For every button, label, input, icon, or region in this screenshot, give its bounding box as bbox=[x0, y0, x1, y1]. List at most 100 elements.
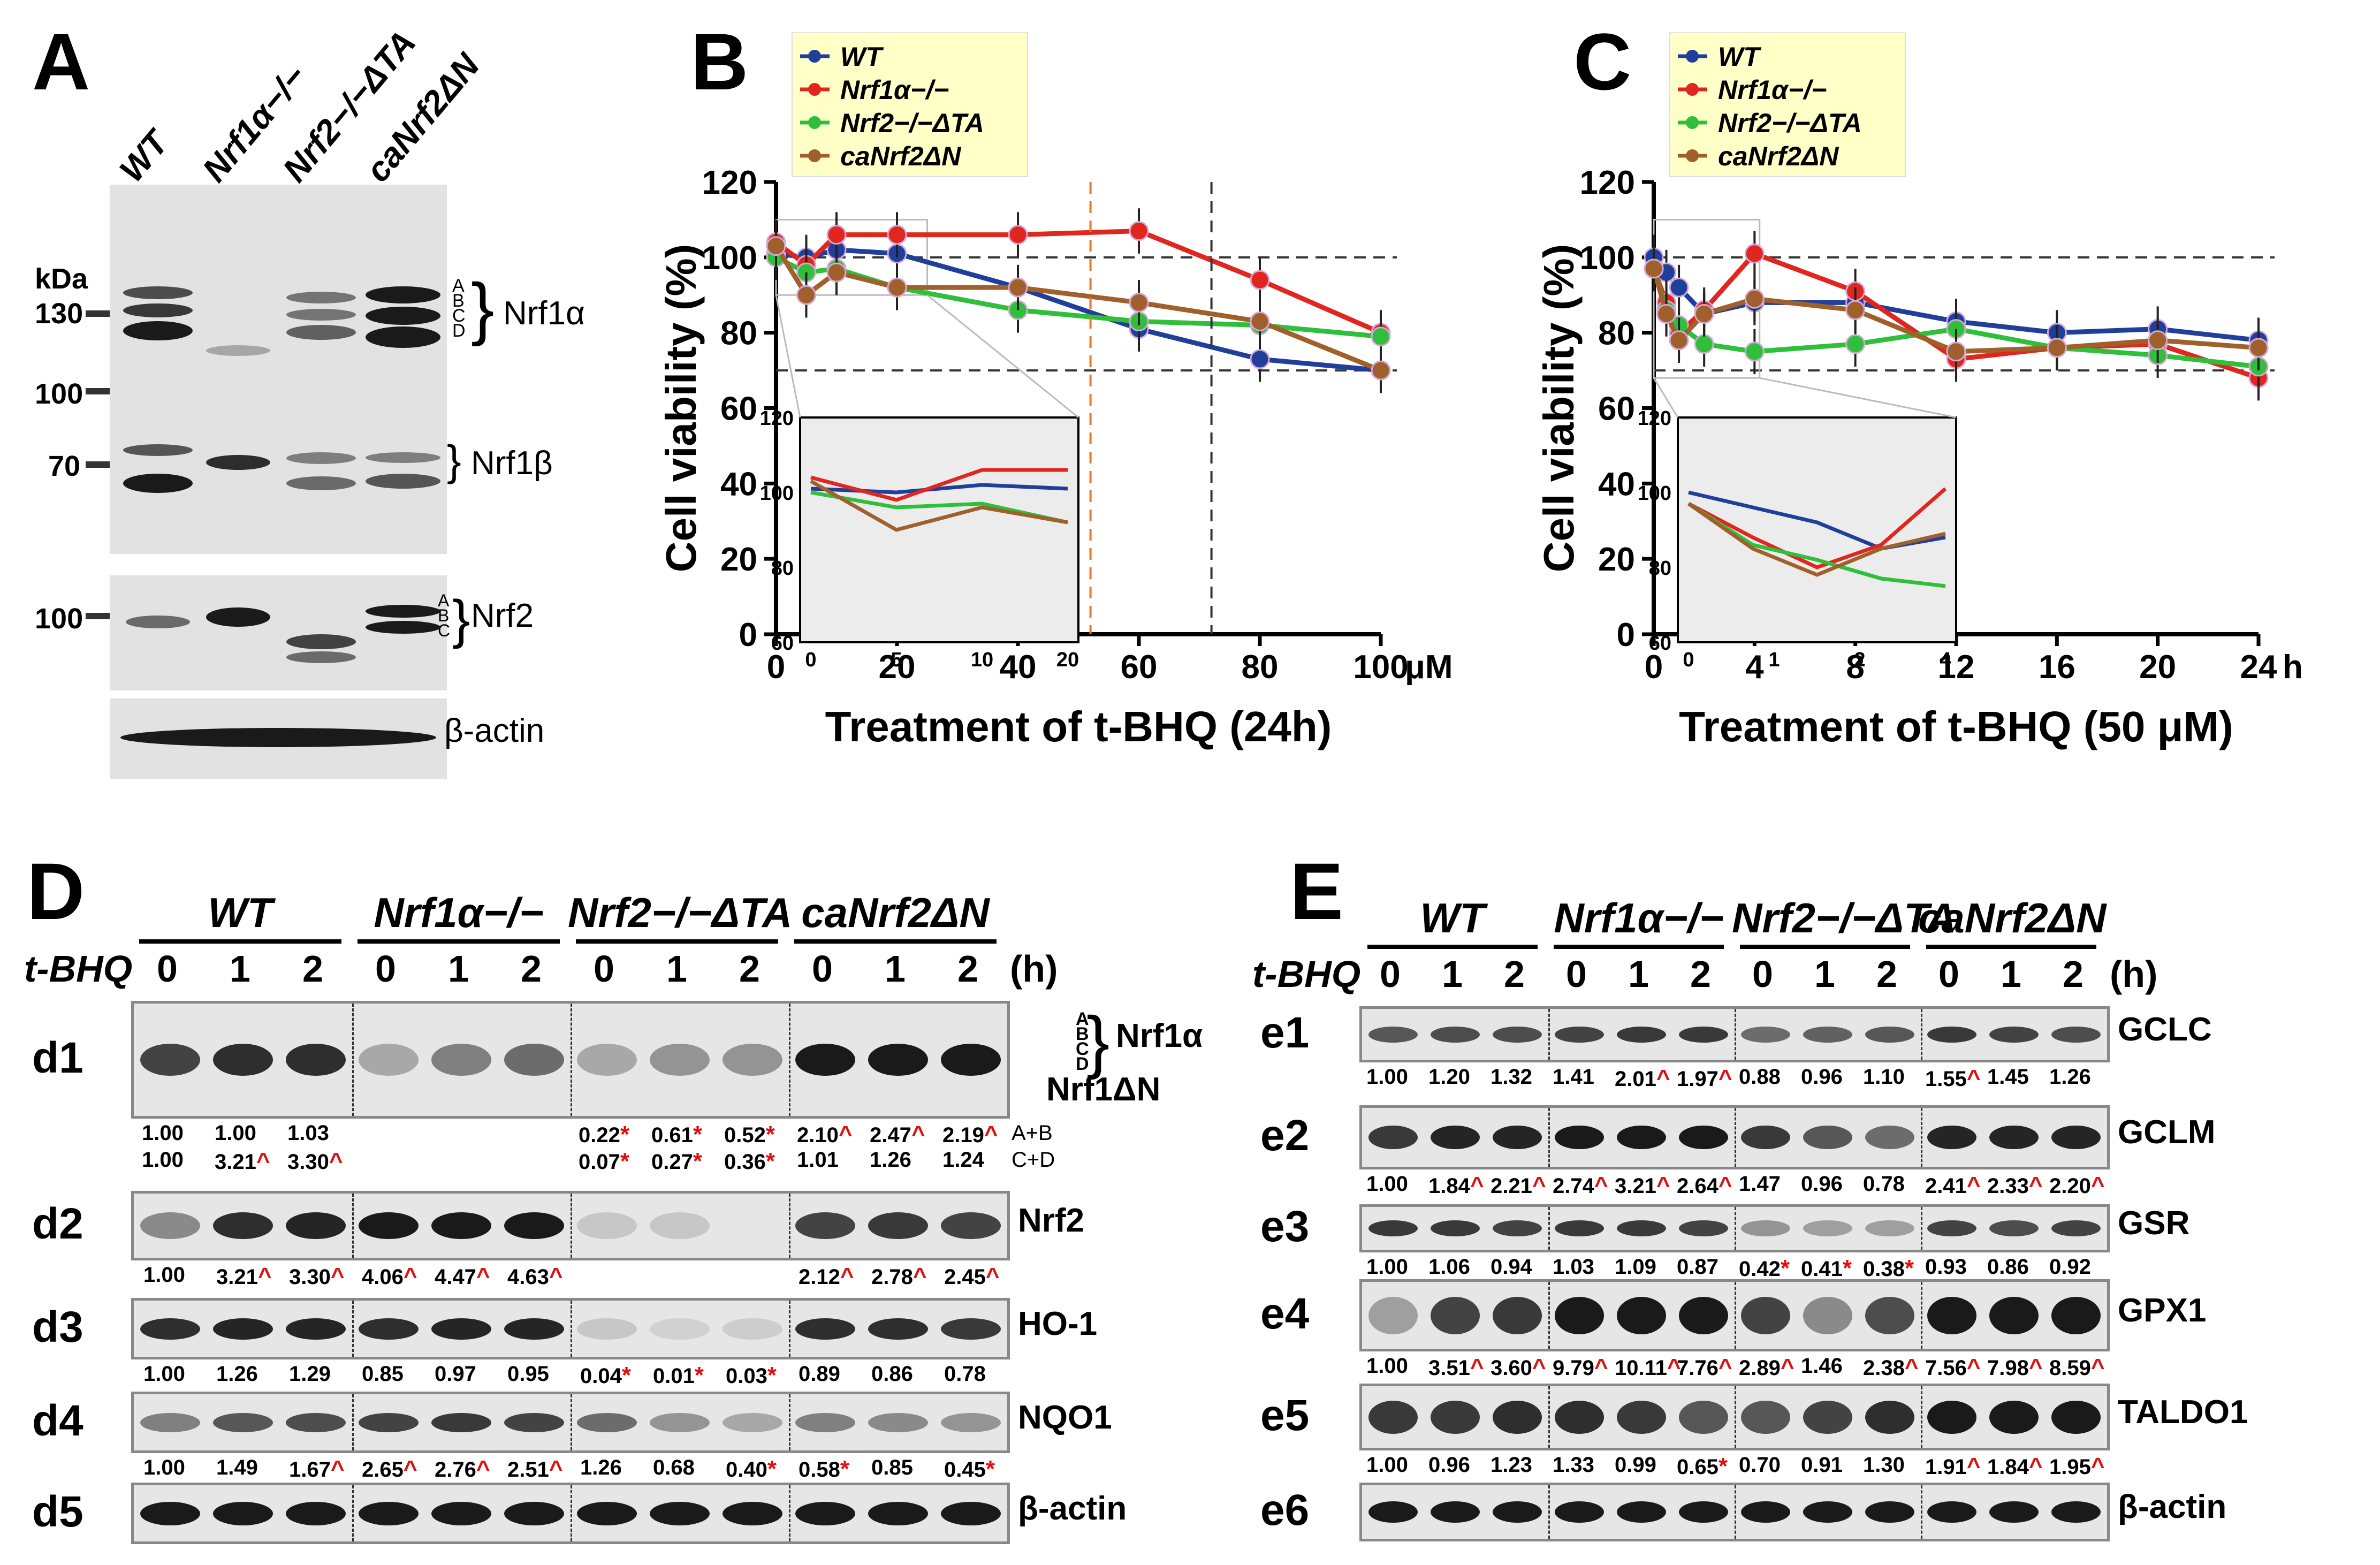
lane-separator bbox=[1921, 1485, 1922, 1539]
row-protein-label: β-actin bbox=[2118, 1488, 2226, 1526]
band bbox=[1493, 1220, 1542, 1236]
band bbox=[795, 1413, 855, 1432]
row-label: d3 bbox=[32, 1302, 83, 1353]
quant-value: 1.41 bbox=[1553, 1065, 1594, 1089]
row-protein-label: HO-1 bbox=[1018, 1305, 1097, 1343]
quant-value: 7.76^ bbox=[1677, 1354, 1732, 1381]
lane-separator bbox=[789, 1194, 790, 1258]
lane-separator bbox=[789, 1485, 790, 1541]
band bbox=[431, 1044, 491, 1076]
y-tick-label: 60 bbox=[720, 391, 757, 428]
quant-value: 1.47 bbox=[1739, 1172, 1781, 1196]
band bbox=[1741, 1220, 1790, 1236]
data-point bbox=[1251, 271, 1269, 289]
quant-value: 3.21^ bbox=[215, 1148, 270, 1175]
row-protein-label: GCLM bbox=[2118, 1113, 2216, 1151]
data-point bbox=[1695, 335, 1713, 353]
quant-value: 0.86 bbox=[871, 1362, 913, 1386]
quant-value: 2.10^ bbox=[797, 1121, 853, 1148]
marker-100b: 100 bbox=[35, 602, 83, 635]
inset-x-tick-label: 1 bbox=[1768, 649, 1780, 671]
lane-separator bbox=[1921, 1207, 1922, 1250]
quant-value: 2.38^ bbox=[1863, 1354, 1919, 1381]
x-tick-label: 20 bbox=[2139, 649, 2176, 686]
band bbox=[2051, 1501, 2101, 1523]
quant-value: 4.63^ bbox=[507, 1263, 563, 1290]
group-underline bbox=[1367, 945, 1538, 949]
quant-value: 1.20 bbox=[1428, 1065, 1470, 1089]
quant-value: 0.78 bbox=[1863, 1172, 1905, 1196]
band bbox=[1741, 1297, 1790, 1334]
band bbox=[1927, 1297, 1976, 1334]
lane-separator bbox=[789, 1004, 790, 1116]
quant-value: 1.32 bbox=[1491, 1065, 1532, 1089]
band bbox=[1368, 1401, 1418, 1434]
quant-value: 3.51^ bbox=[1428, 1354, 1484, 1381]
quant-value: 1.00 bbox=[142, 1148, 184, 1172]
x-tick-label: 16 bbox=[2039, 649, 2075, 686]
data-point bbox=[2149, 331, 2167, 350]
lane-separator bbox=[571, 1301, 572, 1357]
lane-separator bbox=[789, 1394, 790, 1450]
brace: } bbox=[1086, 1001, 1109, 1081]
band bbox=[650, 1212, 710, 1239]
band bbox=[1555, 1297, 1604, 1334]
band bbox=[1989, 1126, 2039, 1149]
quant-value: 0.97 bbox=[435, 1362, 476, 1386]
y-tick-label: 20 bbox=[1598, 541, 1635, 578]
quant-value: 2.65^ bbox=[362, 1456, 417, 1483]
band bbox=[504, 1044, 564, 1076]
band bbox=[1617, 1501, 1666, 1523]
y-tick-label: 40 bbox=[720, 466, 757, 503]
quant-value: 0.87 bbox=[1677, 1255, 1719, 1279]
lane-separator bbox=[1921, 1009, 1922, 1060]
quant-value: 0.52* bbox=[724, 1121, 775, 1148]
band bbox=[577, 1044, 637, 1076]
band bbox=[1741, 1501, 1790, 1523]
lane-separator bbox=[571, 1004, 572, 1116]
legend-marker bbox=[808, 149, 821, 162]
band bbox=[795, 1318, 855, 1340]
group-underline bbox=[358, 939, 560, 944]
time-label: 2 bbox=[521, 947, 542, 990]
lane-separator bbox=[1921, 1282, 1922, 1349]
quant-value: 4.47^ bbox=[435, 1263, 490, 1290]
time-label: 2 bbox=[1876, 953, 1897, 996]
band bbox=[1555, 1401, 1604, 1434]
quant-value: 1.97^ bbox=[1677, 1065, 1732, 1092]
inset-x-tick-label: 20 bbox=[1056, 649, 1079, 671]
legend-marker bbox=[1686, 149, 1699, 162]
inset-frame bbox=[1678, 417, 1956, 642]
blot-strip bbox=[1359, 1105, 2110, 1169]
lane-separator bbox=[1735, 1009, 1736, 1060]
data-point bbox=[1009, 226, 1027, 244]
row-protein-label: GPX1 bbox=[2118, 1291, 2206, 1330]
band bbox=[1431, 1027, 1480, 1043]
time-label: 1 bbox=[885, 947, 906, 990]
band bbox=[2051, 1297, 2101, 1334]
panel-label-a: A bbox=[32, 21, 90, 102]
band bbox=[1927, 1220, 1976, 1236]
lane-separator bbox=[571, 1394, 572, 1450]
quant-value: 1.00 bbox=[143, 1362, 185, 1386]
band bbox=[213, 1502, 273, 1525]
quant-value: 2.78^ bbox=[871, 1263, 927, 1290]
row-protein-label: β-actin bbox=[1018, 1490, 1127, 1528]
data-point bbox=[1846, 335, 1865, 353]
band bbox=[941, 1413, 1001, 1432]
quant-value: 0.99 bbox=[1615, 1453, 1656, 1477]
quant-value: 0.03* bbox=[726, 1362, 777, 1389]
inset-x-tick-label: 0 bbox=[805, 649, 816, 671]
lane-separator bbox=[1921, 1386, 1922, 1448]
y-tick-label: 80 bbox=[1598, 315, 1635, 352]
y-tick-label: 20 bbox=[720, 541, 757, 578]
quant-value: 1.26 bbox=[870, 1148, 911, 1172]
isoform-labels-nrf2: ABC bbox=[438, 593, 450, 638]
quant-value: 0.68 bbox=[653, 1456, 695, 1480]
data-point bbox=[1670, 331, 1688, 350]
lane-separator bbox=[1548, 1108, 1550, 1167]
x-tick-label: 24 bbox=[2240, 649, 2277, 686]
band bbox=[1927, 1027, 1976, 1043]
quant-value: 1.09 bbox=[1615, 1255, 1656, 1279]
legend-marker bbox=[1686, 83, 1699, 96]
